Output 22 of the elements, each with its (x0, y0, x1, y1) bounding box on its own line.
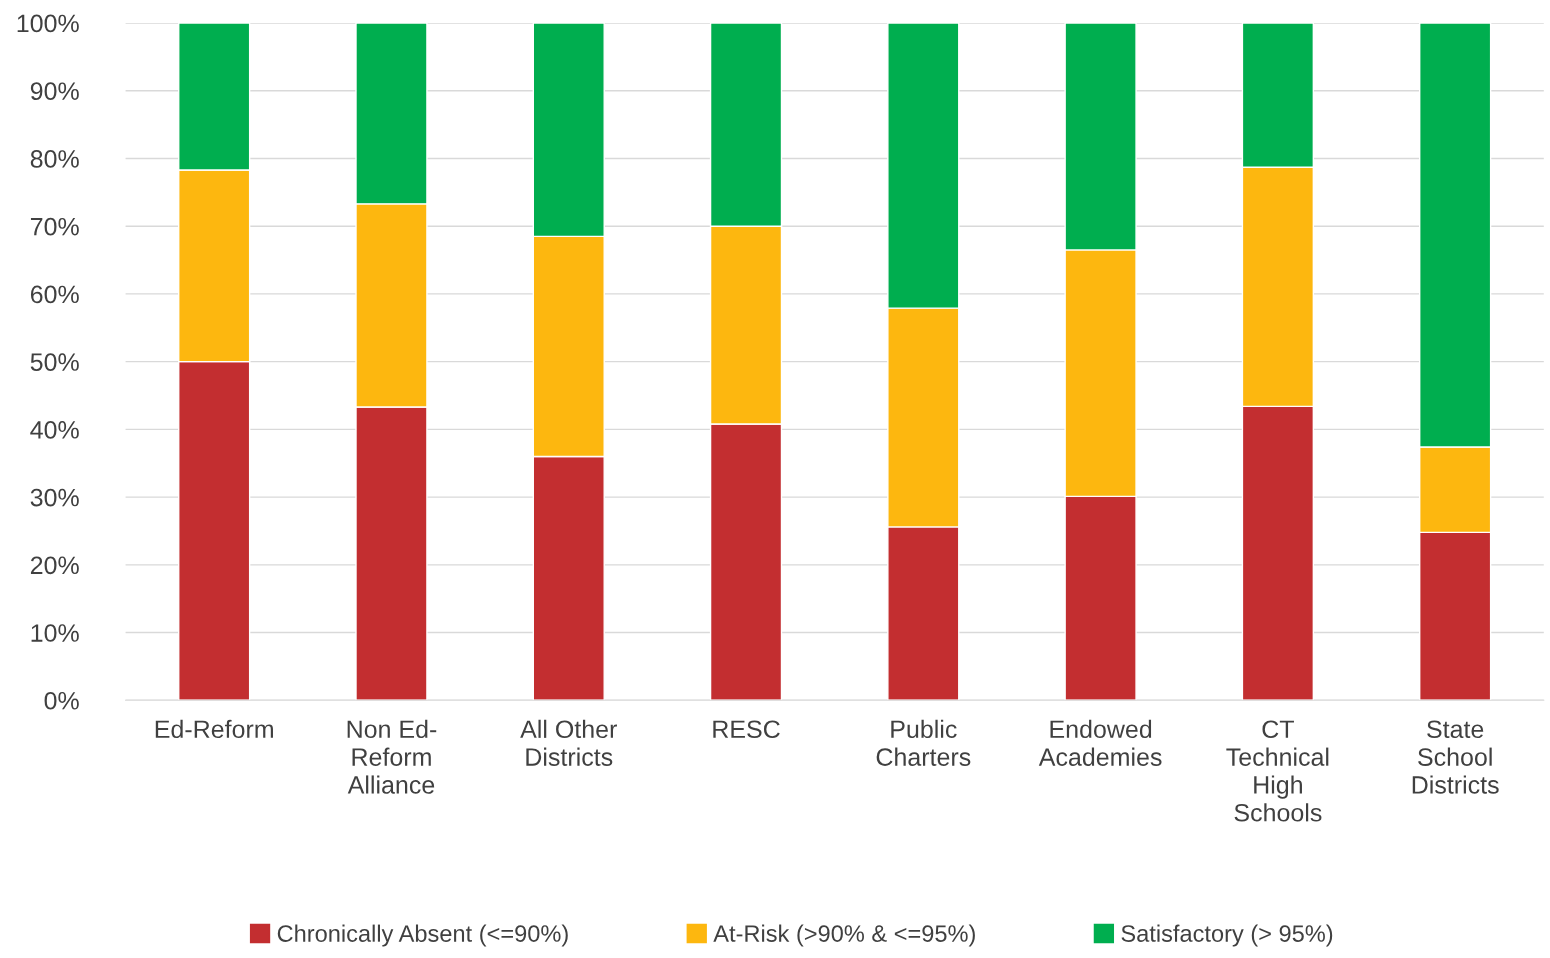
y-tick-label: 40% (30, 420, 79, 439)
legend-label: Chronically Absent (<=90%) (277, 924, 568, 947)
y-tick-label: 60% (30, 285, 79, 304)
y-tick-label: 30% (30, 488, 79, 507)
y-tick-label: 70% (30, 217, 79, 236)
x-tick-label: RESC (713, 720, 780, 739)
legend-label: At-Risk (>90% & <=95%) (713, 924, 975, 947)
y-tick-label: 20% (30, 556, 79, 575)
y-tick-label: 0% (44, 691, 79, 710)
x-tick-label: All Other Districts (520, 719, 617, 766)
x-tick-label: Non Ed- Reform Alliance (347, 719, 437, 794)
y-tick-label: 80% (30, 150, 79, 168)
x-tick-label: State School Districts (1412, 720, 1499, 794)
y-tick-label: 50% (30, 353, 79, 371)
y-tick-label: 90% (30, 82, 79, 101)
x-tick-label: Endowed Academies (1038, 719, 1162, 766)
y-tick-label: 100% (17, 14, 79, 33)
legend-label: Satisfactory (> 95%) (1121, 924, 1333, 947)
x-tick-label: CT Technical High Schools (1226, 720, 1329, 822)
x-tick-label: Ed-Reform (155, 719, 273, 739)
x-tick-label: Public Charters (876, 719, 971, 766)
y-tick-label: 10% (31, 624, 79, 642)
